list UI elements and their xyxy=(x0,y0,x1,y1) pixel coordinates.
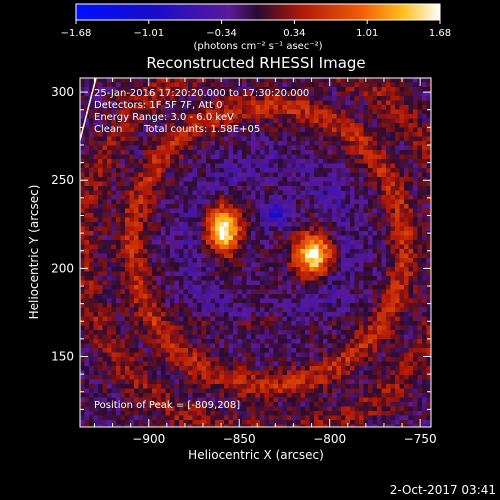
colorbar-tick-label: 1.01 xyxy=(356,28,378,39)
chart-title: Reconstructed RHESSI Image xyxy=(146,54,365,72)
colorbar-tick-label: −1.01 xyxy=(133,28,164,39)
x-axis-ticks: −900 −850 −800 −750 xyxy=(93,78,437,446)
y-axis-ticks: 150 200 250 300 xyxy=(51,85,431,410)
annotation-method: Clean xyxy=(94,124,122,135)
plot-frame xyxy=(79,77,432,428)
annotation-peak: Position of Peak = [-809,208] xyxy=(94,400,240,411)
colorbar-ticks: −1.68 −1.01 −0.34 0.34 1.01 1.68 xyxy=(61,20,451,39)
annotation-detectors: Detectors: 1F 5F 7F, Att 0 xyxy=(94,100,222,111)
annotation-energy: Energy Range: 3.0 - 6.0 keV xyxy=(94,112,234,123)
colorbar-tick-label: −1.68 xyxy=(61,28,92,39)
colorbar-tick-label: −0.34 xyxy=(206,28,237,39)
x-tick-label: −900 xyxy=(132,432,165,446)
annotation-time-range: 25-Jan-2016 17:20:20.000 to 17:30:20.000 xyxy=(94,88,309,99)
x-tick-label: −800 xyxy=(313,432,346,446)
x-tick-label: −850 xyxy=(223,432,256,446)
colorbar: −1.68 −1.01 −0.34 0.34 1.01 1.68 (photons cm⁻… xyxy=(61,3,451,52)
y-tick-label: 150 xyxy=(51,349,74,363)
limb-line xyxy=(80,78,97,141)
colorbar-gradient xyxy=(75,3,441,21)
heatmap-image xyxy=(80,78,431,427)
y-tick-label: 200 xyxy=(51,261,74,275)
y-tick-label: 250 xyxy=(51,173,74,187)
y-axis-label: Heliocentric Y (arcsec) xyxy=(27,185,41,320)
plot-annotations: 25-Jan-2016 17:20:20.000 to 17:30:20.000… xyxy=(94,88,309,411)
colorbar-tick-label: 1.68 xyxy=(429,28,451,39)
x-axis-label: Heliocentric X (arcsec) xyxy=(188,448,324,462)
y-tick-label: 300 xyxy=(51,85,74,99)
colorbar-unit-label: (photons cm⁻² s⁻¹ asec⁻²) xyxy=(193,41,322,52)
colorbar-tick-label: 0.34 xyxy=(283,28,305,39)
footer-date: 2-Oct-2017 03:41 xyxy=(390,483,496,497)
x-tick-label: −750 xyxy=(404,432,437,446)
annotation-counts: Total counts: 1.58E+05 xyxy=(143,124,260,135)
